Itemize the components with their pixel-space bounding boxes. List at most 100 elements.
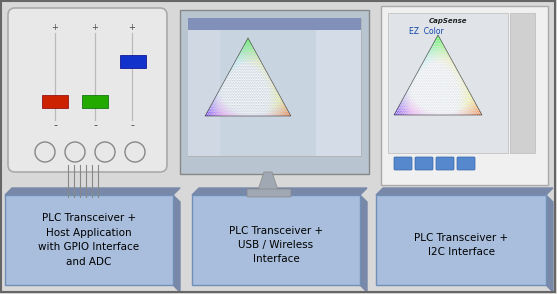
Polygon shape: [451, 64, 453, 65]
Polygon shape: [265, 78, 266, 80]
Polygon shape: [228, 82, 230, 83]
Polygon shape: [429, 69, 431, 70]
Polygon shape: [258, 80, 260, 82]
Polygon shape: [410, 97, 412, 99]
Polygon shape: [217, 102, 219, 103]
Polygon shape: [270, 94, 271, 96]
Polygon shape: [434, 94, 436, 96]
Polygon shape: [426, 59, 427, 61]
Polygon shape: [426, 107, 427, 108]
Polygon shape: [254, 63, 256, 64]
Polygon shape: [440, 94, 442, 96]
Polygon shape: [413, 85, 415, 86]
Polygon shape: [409, 102, 411, 104]
Polygon shape: [272, 93, 273, 94]
Polygon shape: [270, 86, 272, 88]
Polygon shape: [421, 72, 422, 74]
Polygon shape: [398, 107, 399, 108]
Polygon shape: [271, 107, 273, 108]
Polygon shape: [443, 94, 445, 96]
Polygon shape: [414, 112, 416, 113]
Polygon shape: [227, 94, 228, 96]
Polygon shape: [245, 71, 246, 72]
FancyBboxPatch shape: [180, 10, 369, 174]
Polygon shape: [442, 74, 444, 75]
Polygon shape: [253, 105, 255, 107]
Polygon shape: [276, 114, 277, 116]
Polygon shape: [257, 83, 258, 85]
Polygon shape: [428, 96, 430, 97]
Polygon shape: [218, 107, 219, 108]
Polygon shape: [242, 88, 244, 89]
Polygon shape: [270, 80, 272, 82]
Polygon shape: [465, 94, 466, 96]
Polygon shape: [254, 103, 256, 105]
Polygon shape: [261, 78, 262, 80]
Polygon shape: [240, 69, 242, 71]
Polygon shape: [262, 108, 263, 110]
Polygon shape: [445, 104, 447, 106]
Polygon shape: [433, 62, 434, 64]
Polygon shape: [399, 104, 401, 106]
Polygon shape: [233, 107, 235, 108]
Polygon shape: [455, 102, 457, 104]
Polygon shape: [248, 49, 250, 51]
Polygon shape: [262, 71, 263, 72]
Polygon shape: [402, 108, 404, 110]
Polygon shape: [232, 76, 233, 77]
Polygon shape: [466, 88, 468, 89]
Polygon shape: [248, 58, 250, 60]
Polygon shape: [232, 110, 233, 111]
Polygon shape: [450, 104, 452, 106]
Polygon shape: [432, 61, 433, 62]
Text: CapSense: CapSense: [429, 18, 467, 24]
Polygon shape: [242, 69, 244, 71]
Polygon shape: [268, 102, 270, 103]
Polygon shape: [256, 78, 257, 80]
Polygon shape: [434, 46, 436, 48]
Polygon shape: [257, 86, 258, 88]
Polygon shape: [427, 80, 428, 81]
Polygon shape: [249, 82, 251, 83]
Polygon shape: [247, 38, 249, 40]
Polygon shape: [251, 102, 253, 103]
Polygon shape: [440, 72, 442, 74]
Polygon shape: [248, 40, 250, 41]
Polygon shape: [458, 77, 460, 78]
Polygon shape: [459, 88, 461, 89]
Polygon shape: [459, 107, 461, 108]
Polygon shape: [255, 102, 257, 103]
Polygon shape: [243, 80, 245, 82]
Polygon shape: [261, 110, 262, 111]
Polygon shape: [237, 63, 238, 64]
Polygon shape: [282, 114, 284, 116]
Polygon shape: [227, 89, 229, 91]
Polygon shape: [257, 89, 258, 91]
Polygon shape: [238, 103, 240, 105]
FancyBboxPatch shape: [5, 195, 173, 285]
Polygon shape: [248, 64, 250, 66]
Polygon shape: [434, 62, 436, 64]
Polygon shape: [233, 69, 235, 71]
Polygon shape: [209, 107, 211, 108]
Polygon shape: [228, 110, 230, 111]
Polygon shape: [436, 104, 438, 106]
Polygon shape: [257, 58, 258, 60]
Polygon shape: [449, 83, 451, 85]
Polygon shape: [219, 102, 221, 103]
Polygon shape: [234, 80, 236, 82]
Polygon shape: [457, 89, 458, 91]
Polygon shape: [251, 69, 252, 71]
Polygon shape: [450, 78, 452, 80]
Polygon shape: [259, 72, 261, 74]
Polygon shape: [245, 83, 246, 85]
Polygon shape: [253, 49, 255, 51]
Polygon shape: [224, 114, 226, 116]
Polygon shape: [441, 112, 442, 113]
Polygon shape: [240, 108, 241, 110]
Polygon shape: [238, 61, 240, 63]
Polygon shape: [262, 89, 263, 91]
Polygon shape: [229, 89, 231, 91]
Polygon shape: [254, 97, 256, 99]
Polygon shape: [454, 88, 456, 89]
